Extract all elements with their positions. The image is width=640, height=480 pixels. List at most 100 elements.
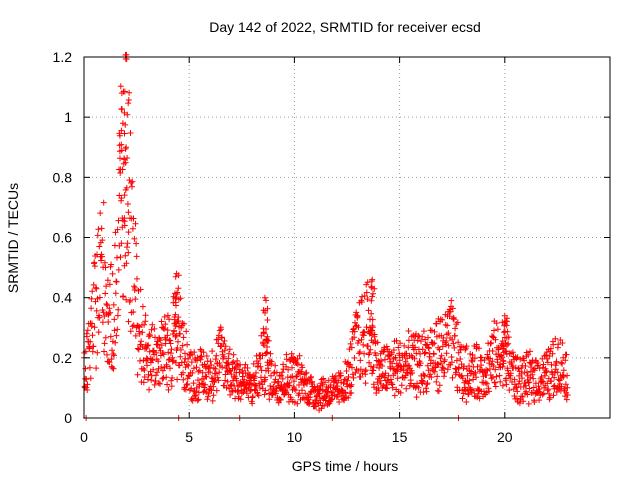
data-point [215, 377, 222, 384]
data-point [526, 385, 533, 392]
data-point [519, 375, 525, 382]
data-point [434, 373, 441, 380]
data-point [162, 336, 169, 343]
data-point [362, 380, 369, 387]
data-point [516, 378, 523, 385]
data-points [81, 51, 571, 421]
data-point [161, 313, 168, 320]
y-tick-label: 1.2 [53, 49, 73, 65]
data-point [225, 361, 232, 368]
data-point [308, 373, 315, 380]
data-point [207, 358, 214, 365]
data-point [171, 328, 177, 335]
data-point [150, 366, 157, 373]
data-point [195, 377, 201, 384]
data-point [423, 388, 430, 395]
data-point [208, 362, 215, 368]
data-point [313, 403, 320, 410]
data-point [168, 383, 175, 390]
data-point [272, 362, 279, 369]
data-point [351, 328, 358, 335]
data-point [86, 344, 93, 351]
data-point [169, 358, 176, 365]
data-point [114, 326, 121, 333]
data-point [525, 400, 532, 407]
data-point [172, 311, 179, 318]
data-point [88, 305, 95, 312]
data-point [550, 392, 557, 399]
data-point [522, 363, 529, 369]
data-point [443, 331, 450, 338]
data-point [127, 328, 134, 335]
data-point [433, 378, 440, 385]
data-point [459, 375, 466, 382]
data-point [396, 357, 403, 364]
data-point [256, 380, 262, 387]
data-point [155, 380, 162, 387]
data-point [123, 296, 130, 303]
data-point [161, 326, 168, 332]
data-point [296, 352, 303, 359]
data-point [398, 382, 405, 389]
data-point [102, 264, 109, 271]
data-point [104, 277, 111, 284]
data-point [299, 364, 306, 371]
data-point [392, 354, 399, 361]
data-point [294, 373, 300, 379]
data-point [539, 391, 546, 398]
data-point [521, 357, 528, 364]
data-point [497, 378, 504, 385]
data-point [216, 369, 223, 376]
data-point [307, 394, 314, 401]
data-point [405, 328, 412, 334]
data-point [151, 325, 158, 332]
data-point [109, 347, 115, 354]
data-point [457, 356, 464, 362]
data-point [431, 340, 438, 347]
data-point [451, 316, 457, 323]
data-point [213, 352, 220, 359]
data-point [342, 389, 348, 396]
data-point [495, 346, 502, 353]
data-point [117, 155, 123, 162]
data-point [436, 382, 443, 389]
data-point [403, 369, 410, 376]
data-point [336, 399, 343, 405]
data-point [168, 346, 175, 353]
data-point [174, 345, 181, 351]
data-point [139, 303, 146, 310]
data-point [88, 295, 95, 302]
data-point [530, 375, 537, 382]
data-point [121, 156, 128, 163]
data-point [135, 323, 142, 330]
data-point [496, 372, 503, 379]
data-point [368, 283, 375, 290]
data-point [465, 390, 472, 397]
data-point [190, 365, 197, 372]
data-point [122, 252, 129, 259]
data-point [120, 217, 126, 224]
data-point [194, 397, 201, 404]
data-point [172, 333, 179, 340]
data-point [489, 348, 496, 354]
data-point [304, 380, 310, 387]
data-point [370, 364, 377, 371]
data-point [126, 89, 133, 96]
data-point [315, 391, 322, 397]
data-point [452, 325, 459, 332]
data-point [359, 293, 366, 300]
data-point [306, 401, 312, 408]
data-point [340, 380, 347, 387]
data-point [450, 340, 457, 347]
data-point [540, 361, 547, 368]
data-point [366, 359, 373, 366]
data-point [348, 389, 355, 396]
chart-title: Day 142 of 2022, SRMTID for receiver ecs… [209, 19, 481, 35]
data-point [503, 334, 510, 341]
data-point [372, 352, 379, 359]
data-point [207, 369, 214, 376]
data-point [539, 364, 546, 371]
data-point [364, 296, 371, 303]
data-point [94, 232, 101, 239]
data-point [439, 343, 446, 350]
